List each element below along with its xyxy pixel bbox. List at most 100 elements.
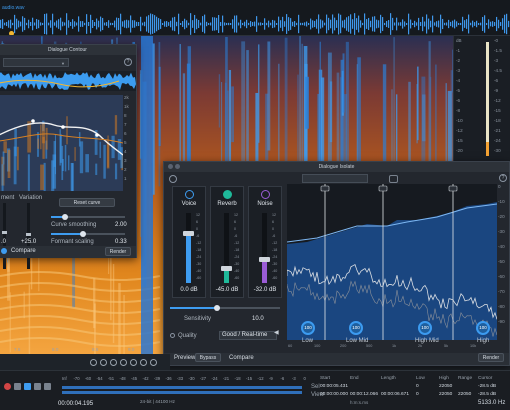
pause-icon[interactable] <box>44 383 51 390</box>
waveform-overview[interactable]: audio.wav <box>0 0 510 36</box>
view-value[interactable]: 00:00:06.671 <box>381 392 410 397</box>
close-icon[interactable] <box>168 164 173 169</box>
collapse-left-icon[interactable]: ◀ <box>274 330 279 336</box>
fader-scale-tick: -12 <box>272 241 278 245</box>
preset-dropdown[interactable] <box>3 58 69 67</box>
view-value[interactable]: 22050 <box>439 392 453 397</box>
channel-value[interactable]: 0.0 dB <box>180 287 198 293</box>
zoom-vertical-in-icon[interactable] <box>140 359 147 366</box>
fader-track[interactable] <box>262 213 267 283</box>
view-value[interactable]: 0 <box>416 392 419 397</box>
sel-value[interactable]: 00:00:05.431 <box>320 384 349 389</box>
playhead-marker[interactable] <box>9 31 14 35</box>
preset-menu-icon[interactable] <box>389 175 398 183</box>
zoom-vertical-out-icon[interactable] <box>150 359 157 366</box>
channel-strip-reverb: Reverb -45.0 dB 12 6 0 -6 -12 -18 -24 -30 -40 -60 <box>210 186 244 298</box>
meter-db-tick: -8 <box>456 108 461 113</box>
amount-slider-thumb[interactable] <box>2 231 7 234</box>
record-icon[interactable] <box>4 383 11 390</box>
preview-play-icon[interactable] <box>1 248 7 254</box>
band-freq-tick: 5k <box>444 344 449 348</box>
amount-slider-track[interactable] <box>3 203 6 269</box>
input-level-meter-right <box>62 391 302 394</box>
band-knob-low-mid[interactable]: 100 <box>349 321 363 335</box>
preset-dropdown[interactable] <box>302 174 368 183</box>
band-spectrum-display[interactable] <box>287 184 497 340</box>
fader-scale-tick: 0 <box>234 227 236 231</box>
view-value[interactable]: 22050 <box>458 392 472 397</box>
formant-scaling-label: Formant scaling <box>51 239 94 245</box>
fader-scale-tick: -40 <box>196 269 202 273</box>
curve-smoothing-value[interactable]: 2.00 <box>115 222 127 228</box>
contour-freq-tick: 7 <box>124 122 127 127</box>
panel-title[interactable]: Dialogue Isolate <box>164 162 509 172</box>
variation-slider-thumb[interactable] <box>26 233 31 236</box>
variation-value: +25.0 <box>21 239 37 245</box>
render-button[interactable]: Render <box>478 353 504 362</box>
fader-scale-tick: -60 <box>196 276 202 280</box>
compare-button[interactable]: Compare <box>229 355 254 361</box>
stop-icon[interactable] <box>34 383 41 390</box>
fader-track[interactable] <box>186 213 191 283</box>
fader-track[interactable] <box>224 213 229 283</box>
zoom-in-icon[interactable] <box>90 359 97 366</box>
sel-value[interactable]: 0 <box>416 384 419 389</box>
compare-button[interactable]: Compare <box>11 248 36 254</box>
noise-icon[interactable] <box>261 190 270 199</box>
sensitivity-value[interactable]: 10.0 <box>252 316 264 322</box>
panel-title[interactable]: Dialogue Contour <box>0 45 136 55</box>
curve-smoothing-slider[interactable] <box>51 216 125 218</box>
render-button[interactable]: Render <box>105 247 131 256</box>
help-icon[interactable]: ? <box>124 58 132 66</box>
zoom-selection-icon[interactable] <box>120 359 127 366</box>
zoom-fit-icon[interactable] <box>110 359 117 366</box>
fader-scale-tick: 0 <box>196 227 198 231</box>
view-value[interactable]: 00:00:00.000 <box>320 392 349 397</box>
formant-scaling-thumb[interactable] <box>80 231 86 237</box>
view-value[interactable]: -28.5 dB <box>478 392 497 397</box>
sensitivity-slider[interactable] <box>170 307 280 309</box>
reverb-icon[interactable] <box>223 190 232 199</box>
formant-scaling-slider[interactable] <box>51 233 125 235</box>
meter-db-tick: -21 <box>494 128 501 133</box>
play-icon[interactable] <box>24 383 31 390</box>
channel-value[interactable]: -45.0 dB <box>215 287 239 293</box>
zoom-out-icon[interactable] <box>100 359 107 366</box>
time-format-label: h:m:s.ms <box>350 400 369 405</box>
view-value[interactable]: 00:00:12.066 <box>350 392 379 397</box>
band-knob-high-mid[interactable]: 100 <box>418 321 432 335</box>
formant-scaling-value[interactable]: 0.33 <box>115 239 127 245</box>
band-knob-high[interactable]: 100 <box>476 321 490 335</box>
info-column-header: Cursor <box>478 376 493 381</box>
meter-db-tick: -2 <box>456 58 461 63</box>
fader-scale-tick: 0 <box>272 227 274 231</box>
level-meter-tick: -30 <box>188 376 195 381</box>
hand-icon[interactable] <box>130 359 137 366</box>
fader-thumb[interactable] <box>259 257 270 263</box>
loop-icon[interactable] <box>14 383 21 390</box>
preview-button[interactable]: Preview <box>174 355 196 361</box>
band-freq-tick: 10k <box>470 344 477 348</box>
minimize-icon[interactable] <box>175 164 180 169</box>
quality-dropdown[interactable]: Good / Real-time <box>219 331 277 340</box>
level-meter-tick: -6 <box>280 376 285 381</box>
help-icon[interactable]: ? <box>499 174 507 182</box>
meter-db-tick: -12 <box>456 128 463 133</box>
waveform-icon[interactable] <box>185 190 194 199</box>
pitch-contour-display[interactable] <box>0 95 123 191</box>
zoom-toolbar <box>0 354 170 370</box>
file-tab-label[interactable]: audio.wav <box>2 5 25 11</box>
fader-thumb[interactable] <box>183 230 194 236</box>
sensitivity-thumb[interactable] <box>214 305 220 311</box>
channel-value[interactable]: -32.0 dB <box>253 287 277 293</box>
bypass-button[interactable]: Bypass <box>195 353 221 362</box>
contour-freq-tick: 5 <box>124 140 127 145</box>
sel-value[interactable]: 22050 <box>439 384 453 389</box>
level-meter-tick: -33 <box>177 376 184 381</box>
reset-curve-button[interactable]: Reset curve <box>59 198 115 207</box>
band-knob-low[interactable]: 100 <box>301 321 315 335</box>
fader-thumb[interactable] <box>221 265 232 271</box>
variation-slider-track[interactable] <box>27 203 30 269</box>
sel-value[interactable]: -28.5 dB <box>478 384 497 389</box>
curve-smoothing-thumb[interactable] <box>62 214 68 220</box>
